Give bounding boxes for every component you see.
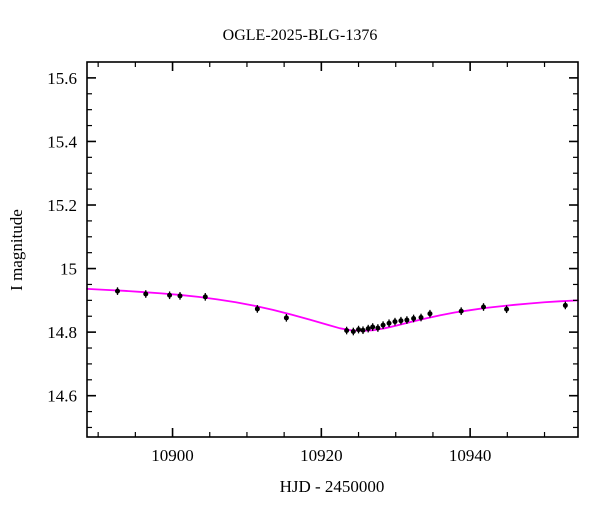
data-point xyxy=(386,320,392,326)
data-point xyxy=(427,311,433,317)
x-tick-label: 10940 xyxy=(449,446,492,465)
data-point xyxy=(562,302,568,308)
data-point xyxy=(404,317,410,323)
data-point xyxy=(365,326,371,332)
axes-frame xyxy=(86,61,579,438)
y-axis-label: I magnitude xyxy=(7,209,26,291)
data-point xyxy=(398,318,404,324)
data-point xyxy=(370,324,376,330)
x-axis-label: HJD - 2450000 xyxy=(280,477,385,496)
data-point xyxy=(375,325,381,331)
y-tick-label: 15.2 xyxy=(47,196,77,215)
data-point xyxy=(344,328,350,334)
data-point xyxy=(177,293,183,299)
page-title: OGLE-2025-BLG-1376 xyxy=(223,27,378,44)
data-point xyxy=(283,315,289,321)
data-point xyxy=(356,327,362,333)
x-tick-label: 10900 xyxy=(151,446,194,465)
axes-frame-layer xyxy=(86,61,579,438)
data-point xyxy=(380,322,386,328)
data-point xyxy=(418,315,424,321)
data-point xyxy=(360,327,366,333)
data-point xyxy=(481,304,487,310)
data-point xyxy=(350,328,356,334)
data-point xyxy=(411,315,417,321)
data-point xyxy=(504,306,510,312)
data-point xyxy=(167,292,173,298)
y-tick-label: 15.4 xyxy=(47,132,77,151)
tick-labels-layer: 10900 10920 10940 14.6 14.8 15 15.2 15.4 15.6 xyxy=(47,69,491,465)
data-point xyxy=(202,294,208,300)
data-point xyxy=(392,319,398,325)
y-tick-label: 14.8 xyxy=(47,323,77,342)
x-tick-label: 10920 xyxy=(300,446,343,465)
data-points-layer xyxy=(115,287,568,336)
y-tick-label: 14.6 xyxy=(47,387,77,406)
data-point xyxy=(115,288,120,294)
y-tick-label: 15.6 xyxy=(47,69,77,88)
y-tick-label: 15 xyxy=(60,260,77,279)
data-point xyxy=(254,306,260,312)
data-point xyxy=(143,291,149,297)
data-point xyxy=(458,308,464,314)
